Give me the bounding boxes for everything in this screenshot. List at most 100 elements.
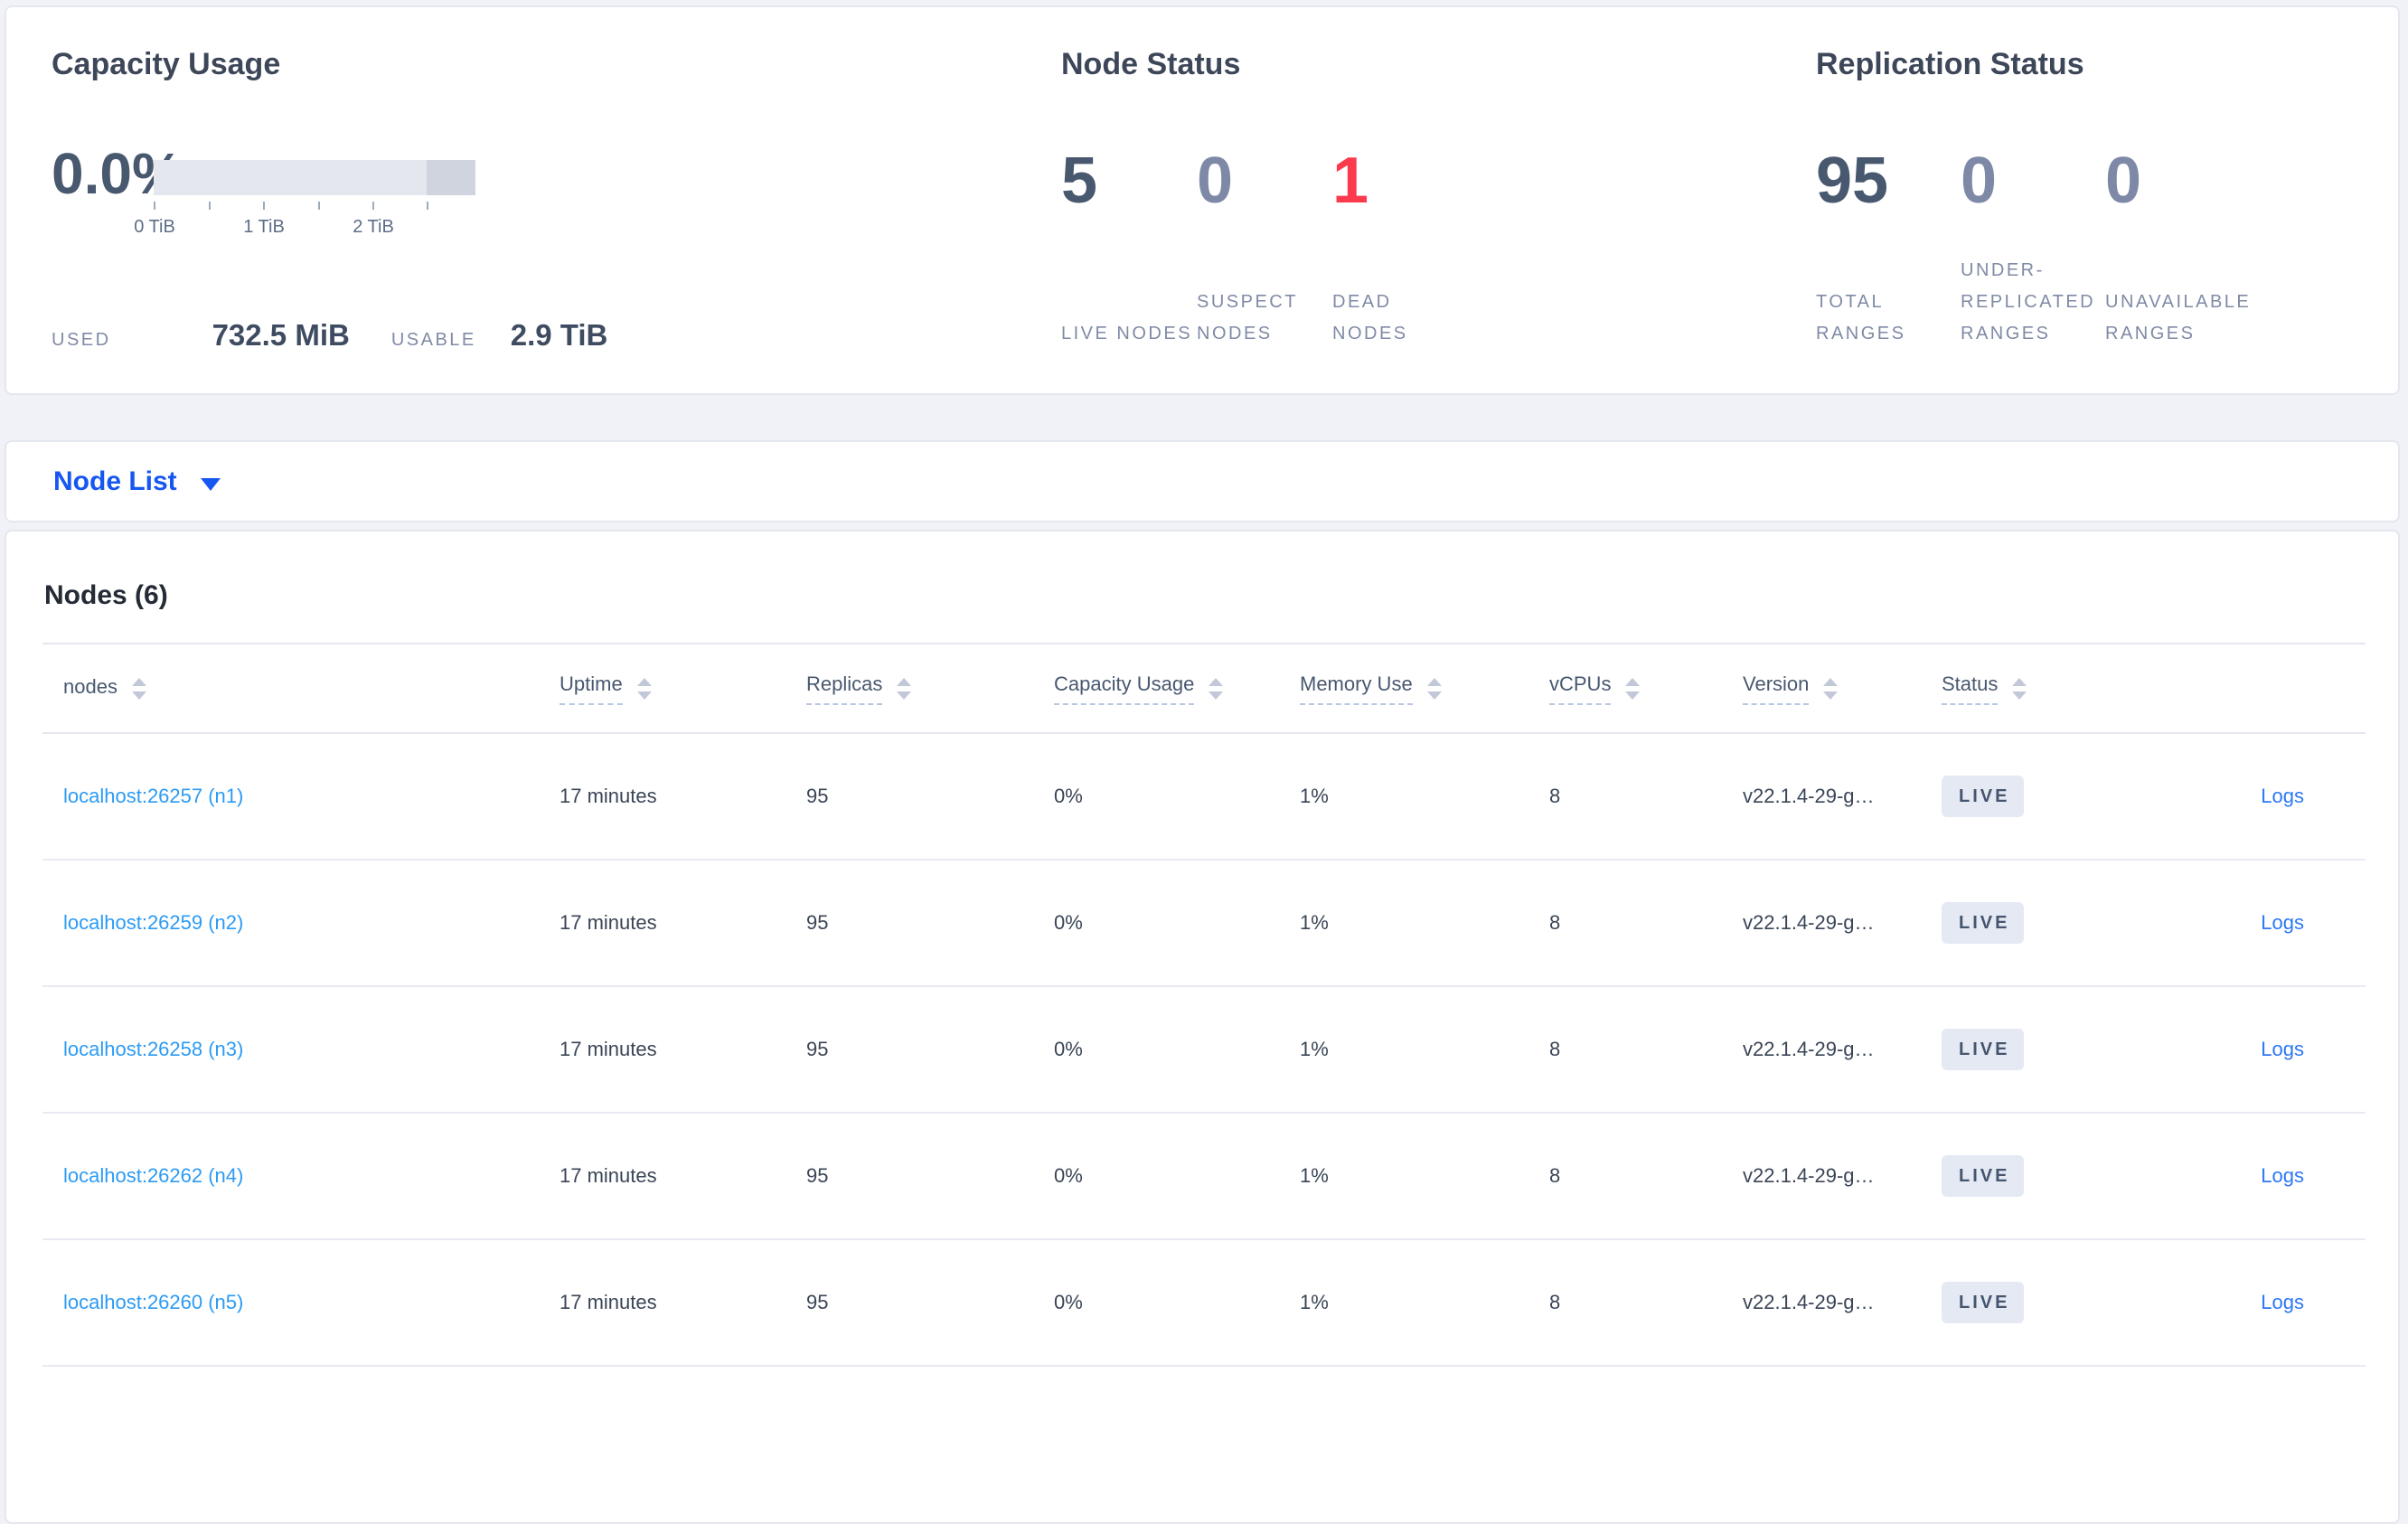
- logs-link[interactable]: Logs: [2261, 1291, 2304, 1313]
- column-header-replicas[interactable]: Replicas: [806, 673, 1054, 705]
- node-link[interactable]: localhost:26257 (n1): [63, 785, 244, 807]
- status-cell: LIVE: [1942, 776, 2181, 817]
- stat-under-replicated-ranges: 0 UNDER-REPLICATED RANGES: [1961, 146, 2105, 350]
- node-status-title: Node Status: [1061, 47, 1241, 81]
- logs-cell: Logs: [2181, 1291, 2366, 1314]
- capacity-usage-cell: 0%: [1054, 1164, 1083, 1187]
- column-header-version[interactable]: Version: [1743, 673, 1942, 705]
- table-row: localhost:26260 (n5) 17 minutes 95 0% 1%…: [42, 1240, 2366, 1367]
- memory-use-cell: 1%: [1300, 1291, 1329, 1313]
- replicas-cell: 95: [806, 785, 829, 807]
- replicas-cell: 95: [806, 1164, 829, 1187]
- capacity-stats: USED 732.5 MiB USABLE 2.9 TiB: [52, 318, 607, 356]
- capacity-bar: 0 TiB 1 TiB 2 TiB: [134, 160, 475, 240]
- node-link[interactable]: localhost:26259 (n2): [63, 911, 244, 934]
- column-header-nodes[interactable]: nodes: [63, 675, 560, 702]
- used-value: 732.5 MiB: [212, 318, 350, 352]
- column-label: vCPUs: [1549, 673, 1612, 705]
- column-label: Version: [1743, 673, 1810, 705]
- capacity-bar-track: [154, 160, 475, 195]
- logs-cell: Logs: [2181, 911, 2366, 935]
- dead-nodes-value: 1: [1332, 145, 1369, 217]
- tick-label: 1 TiB: [243, 217, 285, 237]
- vcpus-cell: 8: [1549, 911, 1561, 934]
- capacity-usage-panel: Capacity Usage 0.0% 0 TiB 1 TiB 2 TiB US…: [52, 7, 1055, 393]
- status-badge: LIVE: [1942, 1155, 2025, 1197]
- uptime-cell: 17 minutes: [560, 911, 657, 934]
- replication-status-panel: Replication Status 95 TOTAL RANGES 0 UND…: [1816, 7, 2394, 393]
- unavailable-ranges-label: UNAVAILABLE RANGES: [2105, 292, 2252, 343]
- version-cell: v22.1.4-29-g…: [1743, 1038, 1875, 1060]
- sort-icon: [2012, 677, 2027, 700]
- caret-down-icon[interactable]: [200, 477, 221, 491]
- live-nodes-value: 5: [1061, 145, 1098, 217]
- under-replicated-ranges-label: UNDER-REPLICATED RANGES: [1961, 260, 2096, 343]
- replication-status-stats: 95 TOTAL RANGES 0 UNDER-REPLICATED RANGE…: [1816, 146, 2250, 350]
- stat-total-ranges: 95 TOTAL RANGES: [1816, 146, 1961, 350]
- column-header-vcpus[interactable]: vCPUs: [1549, 673, 1743, 705]
- nodes-table-rows: localhost:26257 (n1) 17 minutes 95 0% 1%…: [42, 734, 2366, 1367]
- suspect-nodes-label: SUSPECT NODES: [1197, 292, 1298, 343]
- cluster-summary-card: Capacity Usage 0.0% 0 TiB 1 TiB 2 TiB US…: [5, 5, 2400, 395]
- tick-label: 0 TiB: [134, 217, 175, 237]
- tick-label: 2 TiB: [353, 217, 394, 237]
- logs-cell: Logs: [2181, 1164, 2366, 1188]
- capacity-bar-ticks: [154, 202, 475, 210]
- tick-mark: [318, 202, 320, 210]
- column-header-capacity-usage[interactable]: Capacity Usage: [1054, 673, 1300, 705]
- nodes-table-header: nodes Uptime Replicas Capacity Usage Mem…: [42, 643, 2366, 734]
- logs-cell: Logs: [2181, 785, 2366, 808]
- logs-link[interactable]: Logs: [2261, 785, 2304, 807]
- live-nodes-label: LIVE NODES: [1061, 324, 1193, 343]
- memory-use-cell: 1%: [1300, 1164, 1329, 1187]
- status-cell: LIVE: [1942, 1155, 2181, 1197]
- status-cell: LIVE: [1942, 902, 2181, 944]
- status-cell: LIVE: [1942, 1282, 2181, 1323]
- node-link[interactable]: localhost:26262 (n4): [63, 1164, 244, 1187]
- stat-live-nodes: 5 LIVE NODES: [1061, 146, 1197, 350]
- sort-icon: [636, 677, 652, 700]
- version-cell: v22.1.4-29-g…: [1743, 1291, 1875, 1313]
- sort-icon: [1209, 677, 1224, 700]
- stat-suspect-nodes: 0 SUSPECT NODES: [1197, 146, 1332, 350]
- under-replicated-ranges-value: 0: [1961, 145, 1998, 217]
- suspect-nodes-value: 0: [1197, 145, 1234, 217]
- node-link[interactable]: localhost:26258 (n3): [63, 1038, 244, 1060]
- stat-unavailable-ranges: 0 UNAVAILABLE RANGES: [2105, 146, 2250, 350]
- column-header-memory-use[interactable]: Memory Use: [1300, 673, 1549, 705]
- used-label: USED: [52, 330, 111, 350]
- usable-value: 2.9 TiB: [510, 318, 608, 352]
- tick-mark: [427, 202, 428, 210]
- uptime-cell: 17 minutes: [560, 1291, 657, 1313]
- nodes-table: nodes Uptime Replicas Capacity Usage Mem…: [42, 643, 2366, 1367]
- logs-cell: Logs: [2181, 1038, 2366, 1061]
- column-header-uptime[interactable]: Uptime: [560, 673, 806, 705]
- usable-label: USABLE: [390, 330, 476, 350]
- stat-dead-nodes: 1 DEAD NODES: [1332, 146, 1468, 350]
- capacity-usage-cell: 0%: [1054, 785, 1083, 807]
- status-badge: LIVE: [1942, 902, 2025, 944]
- capacity-usage-cell: 0%: [1054, 1291, 1083, 1313]
- node-link[interactable]: localhost:26260 (n5): [63, 1291, 244, 1313]
- uptime-cell: 17 minutes: [560, 1164, 657, 1187]
- node-list-dropdown[interactable]: Node List: [53, 466, 177, 496]
- column-label: nodes: [63, 674, 118, 698]
- node-cell: localhost:26260 (n5): [63, 1291, 560, 1314]
- vcpus-cell: 8: [1549, 1291, 1561, 1313]
- table-row: localhost:26258 (n3) 17 minutes 95 0% 1%…: [42, 987, 2366, 1114]
- logs-link[interactable]: Logs: [2261, 1164, 2304, 1187]
- memory-use-cell: 1%: [1300, 785, 1329, 807]
- nodes-table-title: Nodes (6): [44, 580, 168, 610]
- column-header-status[interactable]: Status: [1942, 673, 2181, 705]
- logs-link[interactable]: Logs: [2261, 1038, 2304, 1060]
- logs-link[interactable]: Logs: [2261, 911, 2304, 934]
- node-status-stats: 5 LIVE NODES 0 SUSPECT NODES 1 DEAD NODE…: [1061, 146, 1468, 350]
- memory-use-cell: 1%: [1300, 911, 1329, 934]
- node-cell: localhost:26257 (n1): [63, 785, 560, 808]
- status-badge: LIVE: [1942, 1029, 2025, 1070]
- dead-nodes-label: DEAD NODES: [1332, 292, 1408, 343]
- node-cell: localhost:26258 (n3): [63, 1038, 560, 1061]
- uptime-cell: 17 minutes: [560, 1038, 657, 1060]
- total-ranges-value: 95: [1816, 145, 1889, 217]
- capacity-usage-cell: 0%: [1054, 911, 1083, 934]
